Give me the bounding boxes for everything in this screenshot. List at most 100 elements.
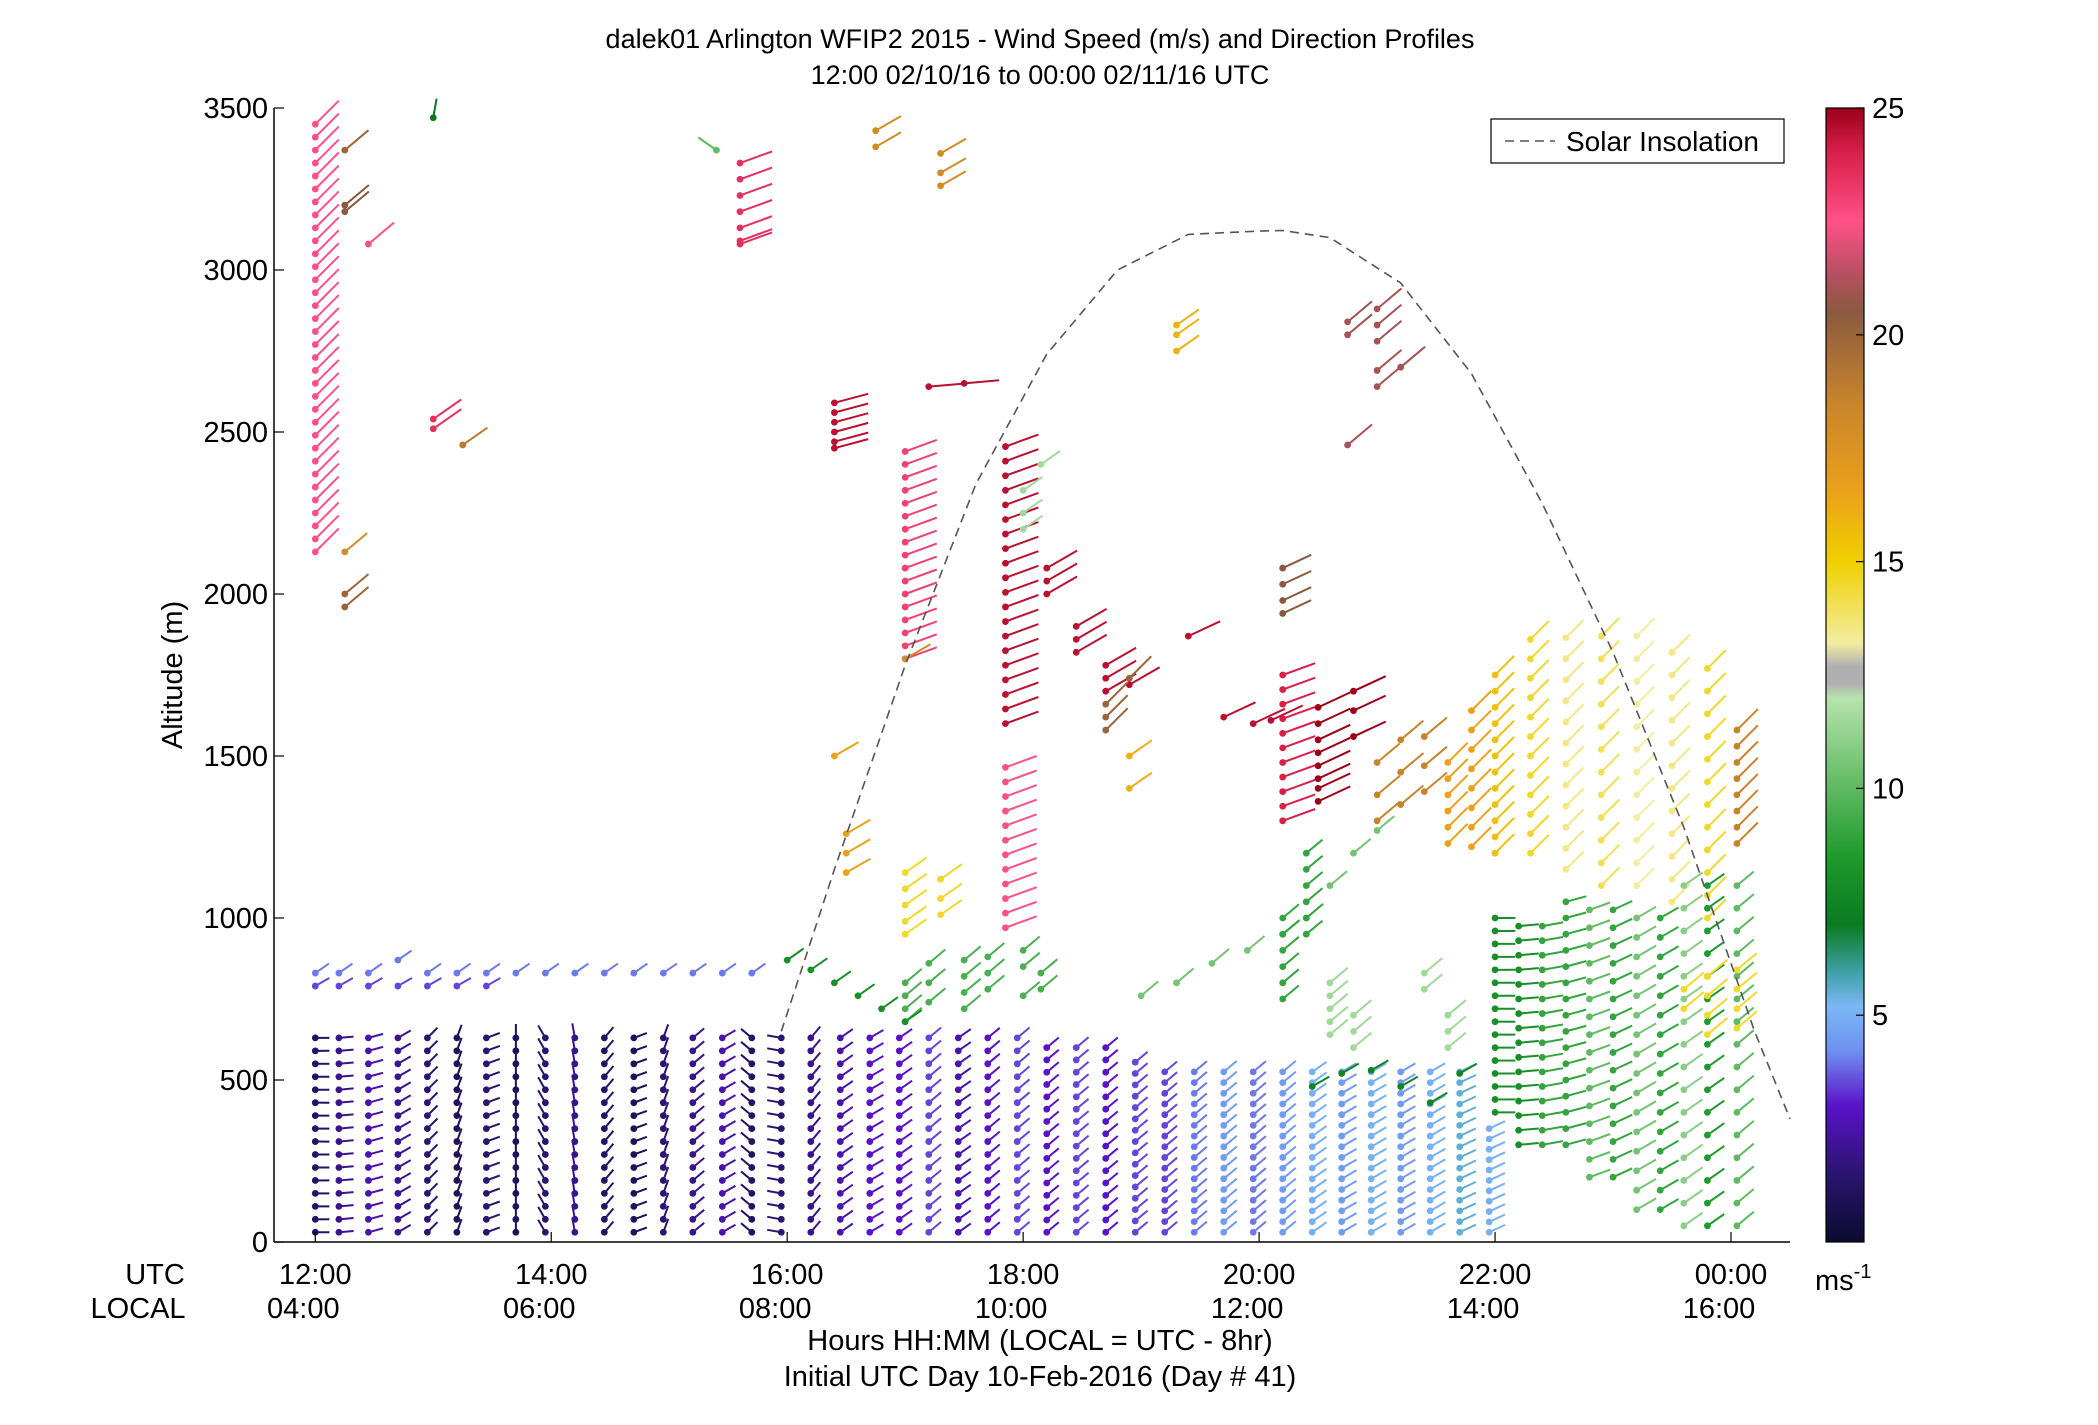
wind-barb-point <box>1668 694 1676 702</box>
wind-barb-point <box>925 1215 933 1223</box>
wind-barb-point <box>984 1034 992 1042</box>
wind-barb-point <box>1002 516 1009 523</box>
wind-barb-point <box>659 1099 667 1107</box>
wind-barb-point <box>1704 1177 1711 1184</box>
wind-barb-shaft <box>1636 1100 1657 1114</box>
wind-barb-point <box>1733 1177 1741 1184</box>
wind-barb-shaft <box>987 942 1005 958</box>
wind-barb-point <box>659 1073 667 1081</box>
wind-barb-shaft <box>1736 893 1755 910</box>
wind-barb-point <box>630 1138 638 1145</box>
wind-barb-point <box>836 1202 844 1210</box>
wind-barb-shaft <box>1470 767 1492 790</box>
wind-barb-shaft <box>1736 916 1755 932</box>
wind-barb-point <box>311 302 319 310</box>
wind-barb-shaft <box>939 863 963 880</box>
wind-barb-shaft <box>1612 1024 1633 1036</box>
wind-barb-point <box>836 1190 844 1197</box>
wind-barb-point <box>1527 713 1534 721</box>
wind-barb-point <box>512 1047 520 1055</box>
wind-barb-shaft <box>1706 872 1725 887</box>
wind-barb-point <box>482 1202 490 1210</box>
wind-barb-point <box>925 1190 933 1197</box>
wind-barb-shaft <box>1736 724 1759 747</box>
wind-barb-shaft <box>1565 992 1587 1000</box>
wind-barb-point <box>512 1190 520 1197</box>
wind-barb-shaft <box>1075 608 1108 628</box>
wind-barb-point <box>954 1060 962 1068</box>
wind-barb-point <box>1072 1130 1080 1138</box>
wind-barb-shaft <box>314 359 340 385</box>
wind-barb-point <box>1308 1068 1316 1076</box>
wind-barb-point <box>937 895 944 902</box>
wind-barb-point <box>1668 716 1676 724</box>
wind-barb-point <box>1562 930 1570 938</box>
wind-barb-point <box>1350 1011 1357 1019</box>
wind-barb-point <box>1733 1154 1741 1162</box>
wind-barb-point <box>1173 321 1180 329</box>
wind-barb-point <box>689 1086 697 1094</box>
wind-barb-point <box>1733 775 1741 783</box>
wind-barb-point <box>1308 1207 1316 1215</box>
wind-barb-point <box>1704 1199 1711 1207</box>
wind-barb-shaft <box>987 958 1005 974</box>
wind-barb-point <box>718 1099 726 1107</box>
wind-barb-shaft <box>1317 707 1351 725</box>
wind-barb-shaft <box>1565 911 1587 919</box>
wind-barb-point <box>1538 922 1546 930</box>
wind-barb-point <box>1043 1179 1051 1187</box>
wind-barb-point <box>777 1086 785 1094</box>
wind-barb-point <box>1680 1018 1688 1026</box>
wind-barb-point <box>836 1138 844 1145</box>
wind-barb-shaft <box>1317 736 1351 754</box>
wind-barb-point <box>364 1073 372 1081</box>
wind-barb-point <box>1013 1138 1021 1145</box>
wind-barb-point <box>1249 1121 1257 1129</box>
wind-barb-shaft <box>1565 895 1587 903</box>
wind-barb-point <box>1668 762 1676 770</box>
wind-barb-point <box>1002 895 1009 902</box>
wind-barb-shaft <box>1635 821 1655 841</box>
wind-barb-point <box>866 1190 874 1197</box>
wind-barb-point <box>895 1228 903 1236</box>
wind-barb-point <box>1633 678 1641 685</box>
wind-barb-point <box>1668 853 1676 860</box>
wind-barb-point <box>1491 979 1499 987</box>
colorbar-unit: ms-1 <box>1815 1261 1871 1297</box>
wind-barb-point <box>1656 992 1664 1000</box>
wind-barb-point <box>1633 972 1641 980</box>
wind-barb-shaft <box>1005 915 1038 929</box>
wind-barb-point <box>1013 1034 1021 1042</box>
wind-barb-point <box>1326 992 1334 1000</box>
wind-barb-point <box>364 1164 372 1171</box>
wind-barb-point <box>311 315 319 322</box>
wind-barb-point <box>429 114 437 122</box>
wind-barb-shaft <box>1683 1166 1704 1182</box>
wind-barb-shaft <box>1447 1015 1467 1033</box>
wind-barb-point <box>541 1125 549 1132</box>
wind-barb-point <box>1562 995 1570 1003</box>
wind-barb-point <box>1043 1105 1051 1113</box>
wind-barb-shaft <box>1542 921 1564 928</box>
wind-barb-point <box>866 1125 874 1132</box>
wind-barb-point <box>571 1164 579 1171</box>
wind-barb-point <box>901 917 909 925</box>
wind-barb-point <box>1308 1100 1316 1108</box>
wind-barb-point <box>901 590 909 598</box>
wind-barb-shaft <box>1447 823 1469 845</box>
wind-barb-shaft <box>1423 771 1448 793</box>
wind-barb-point <box>311 237 319 245</box>
wind-barb-point <box>1704 846 1711 854</box>
wind-barb-point <box>1515 1024 1523 1032</box>
wind-barb-point <box>1680 985 1688 993</box>
wind-barb-point <box>1515 1053 1523 1061</box>
wind-barb-shaft <box>1494 703 1515 725</box>
wind-barb-point <box>600 1060 608 1068</box>
wind-barb-point <box>1338 1132 1346 1140</box>
wind-barb-shaft <box>1736 938 1755 955</box>
wind-barb-point <box>1249 1100 1257 1108</box>
wind-barb-shaft <box>1565 960 1587 968</box>
wind-barb-shaft <box>1671 769 1691 790</box>
wind-barb-point <box>1161 1186 1169 1193</box>
wind-barb-shaft <box>1600 844 1621 864</box>
